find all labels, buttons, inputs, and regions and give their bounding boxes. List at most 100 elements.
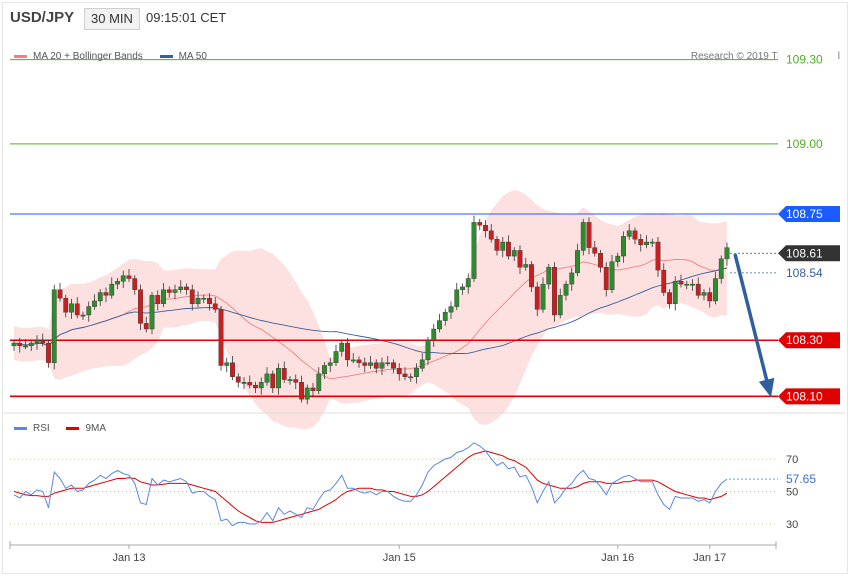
rsi-legend: RSI 9MA: [14, 423, 120, 434]
candle-up: [368, 362, 373, 366]
candle-down: [552, 267, 557, 316]
candle-up: [460, 286, 465, 290]
level-label-109.00: 109.00: [786, 137, 823, 151]
candle-up: [339, 342, 345, 352]
candle-up: [350, 359, 356, 362]
candle-up: [80, 314, 86, 317]
candle-down: [138, 289, 143, 324]
candle-up: [51, 289, 57, 363]
candle-up: [471, 222, 477, 279]
candle-up: [11, 342, 17, 347]
candle-up: [690, 283, 695, 286]
legend-label-9ma: 9MA: [85, 423, 107, 434]
symbol-label: USD/JPY: [10, 9, 75, 26]
candle-up: [258, 382, 264, 389]
candle-down: [247, 382, 253, 386]
candle-down: [299, 382, 304, 400]
candle-up: [724, 247, 730, 260]
candle-down: [57, 289, 63, 299]
legend-swatch-rsi: [14, 426, 27, 430]
candle-up: [69, 303, 74, 313]
candle-down: [529, 264, 534, 288]
candle-down: [293, 379, 299, 383]
candle-down: [396, 368, 402, 375]
candle-down: [362, 362, 368, 366]
candle-down: [40, 340, 46, 344]
level-tag-109.30: [778, 51, 838, 68]
candle-up: [437, 320, 442, 330]
candle-up: [546, 267, 552, 285]
candle-down: [46, 342, 51, 363]
forecast-arrow-head: [758, 377, 775, 398]
candle-down: [155, 295, 161, 304]
candle-up: [557, 295, 563, 316]
candle-down: [632, 230, 638, 240]
x-tick-label: Jan 13: [112, 552, 145, 564]
candle-up: [115, 281, 120, 285]
candle-down: [230, 362, 235, 377]
forecast-arrow-shaft: [733, 253, 772, 394]
candle-down: [212, 303, 218, 310]
candle-down: [17, 342, 23, 347]
legend-item-ma20: MA 20 + Bollinger Bands: [14, 51, 143, 62]
candle-up: [609, 261, 615, 290]
candle-down: [483, 224, 488, 232]
candle-up: [34, 340, 40, 344]
candle-down: [166, 289, 172, 293]
candle-up: [304, 387, 310, 400]
candle-down: [270, 373, 276, 389]
candle-up: [523, 264, 529, 268]
candle-up: [120, 275, 126, 282]
candle-up: [28, 342, 34, 347]
candle-up: [276, 368, 281, 389]
candle-up: [23, 345, 28, 348]
timeframe-selector[interactable]: 30 MIN: [84, 8, 140, 30]
rsi-axis-label-70: 70: [786, 454, 798, 466]
candle-up: [224, 362, 230, 366]
candle-up: [454, 289, 460, 307]
candle-up: [149, 295, 155, 330]
x-tick-label: Jan 17: [693, 552, 726, 564]
candle-up: [649, 241, 655, 244]
candle-down: [126, 275, 132, 279]
last-price-label: 108.61: [786, 246, 823, 260]
candle-up: [511, 250, 517, 257]
candle-up: [287, 379, 293, 381]
candle-down: [517, 250, 523, 268]
candle-down: [189, 289, 195, 304]
legend-swatch-ma20: [14, 54, 27, 58]
legend-swatch-9ma: [66, 426, 80, 430]
legend-label-ma50: MA 50: [178, 51, 207, 62]
candle-down: [678, 281, 684, 285]
rsi-last-label: 57.65: [786, 472, 816, 486]
candle-up: [161, 289, 166, 304]
candle-down: [402, 373, 408, 377]
x-tick-label: Jan 15: [383, 552, 416, 564]
level-tag-109.00: [778, 135, 838, 152]
candle-up: [322, 365, 327, 375]
candle-up: [684, 283, 690, 286]
ma50-tag: [778, 264, 840, 281]
candle-down: [477, 222, 483, 226]
last-price-tag: [778, 245, 840, 262]
candle-up: [92, 300, 97, 307]
candle-up: [109, 283, 115, 296]
candle-down: [598, 253, 603, 268]
level-tag-108.10: [778, 388, 840, 405]
timestamp-label: 09:15:01 CET: [146, 10, 227, 25]
candle-up: [575, 250, 580, 274]
candle-down: [253, 384, 258, 389]
candle-down: [218, 309, 224, 366]
candle-down: [638, 239, 644, 246]
candle-up: [327, 362, 333, 366]
candle-up: [563, 283, 569, 296]
rsi-line: [13, 442, 728, 527]
candle-down: [63, 297, 69, 313]
level-label-108.10: 108.10: [786, 389, 823, 403]
candle-up: [379, 362, 385, 369]
candle-down: [184, 286, 189, 290]
candle-down: [391, 362, 396, 369]
candle-up: [448, 306, 454, 313]
candle-up: [201, 297, 207, 300]
